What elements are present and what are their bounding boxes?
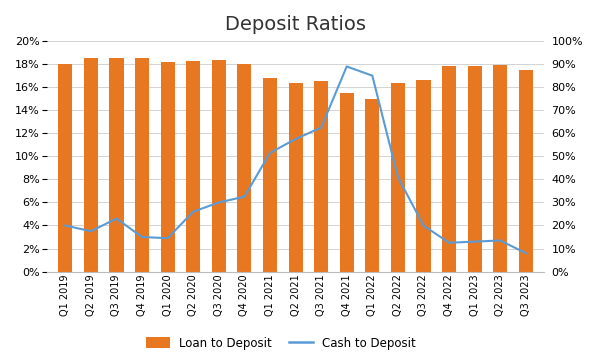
Cash to Deposit — [139, 235, 146, 239]
Cash to Deposit — [87, 229, 94, 233]
Cash to Deposit — [292, 137, 299, 141]
Legend: Loan to Deposit, Cash to Deposit: Loan to Deposit, Cash to Deposit — [141, 332, 421, 355]
Title: Deposit Ratios: Deposit Ratios — [225, 15, 366, 34]
Cash to Deposit — [497, 238, 504, 243]
Bar — [468, 67, 482, 272]
Bar — [109, 58, 124, 272]
Cash to Deposit — [113, 216, 120, 221]
Cash to Deposit — [266, 151, 273, 155]
Bar — [237, 64, 251, 272]
Cash to Deposit — [215, 200, 222, 205]
Cash to Deposit — [420, 223, 427, 228]
Bar — [442, 67, 456, 272]
Bar — [519, 70, 533, 272]
Cash to Deposit — [241, 194, 248, 199]
Bar — [340, 93, 354, 272]
Cash to Deposit — [190, 209, 197, 214]
Bar — [288, 83, 303, 272]
Cash to Deposit — [394, 175, 401, 179]
Bar — [391, 83, 405, 272]
Cash to Deposit — [446, 241, 453, 245]
Bar — [416, 80, 431, 272]
Bar — [58, 64, 72, 272]
Bar — [314, 82, 328, 272]
Bar — [84, 58, 98, 272]
Cash to Deposit — [318, 125, 325, 130]
Bar — [263, 78, 277, 272]
Bar — [212, 60, 226, 272]
Cash to Deposit — [522, 251, 529, 255]
Bar — [186, 61, 200, 272]
Bar — [493, 65, 507, 272]
Bar — [365, 99, 379, 272]
Bar — [135, 58, 149, 272]
Bar — [161, 62, 175, 272]
Cash to Deposit — [471, 240, 478, 244]
Cash to Deposit — [369, 74, 376, 78]
Cash to Deposit — [62, 223, 69, 228]
Line: Cash to Deposit: Cash to Deposit — [65, 67, 526, 253]
Cash to Deposit — [343, 64, 350, 69]
Cash to Deposit — [164, 236, 171, 240]
